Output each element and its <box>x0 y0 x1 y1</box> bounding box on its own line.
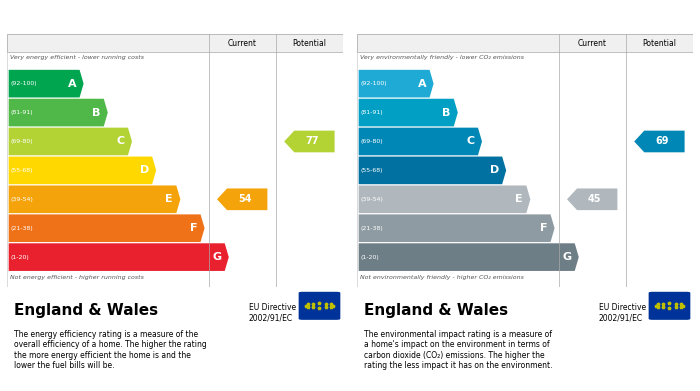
Polygon shape <box>8 243 229 271</box>
Text: (39-54): (39-54) <box>10 197 33 202</box>
Polygon shape <box>634 131 685 152</box>
Text: (69-80): (69-80) <box>360 139 383 144</box>
Polygon shape <box>358 156 506 184</box>
Polygon shape <box>8 70 83 97</box>
Text: A: A <box>68 79 76 89</box>
Text: Energy Efficiency Rating: Energy Efficiency Rating <box>14 14 197 28</box>
Polygon shape <box>358 127 482 155</box>
Text: 69: 69 <box>655 136 668 147</box>
FancyBboxPatch shape <box>300 292 339 319</box>
Text: F: F <box>540 223 547 233</box>
Text: The energy efficiency rating is a measure of the
overall efficiency of a home. T: The energy efficiency rating is a measur… <box>14 330 206 370</box>
Text: (21-38): (21-38) <box>360 226 383 231</box>
Text: C: C <box>466 136 475 147</box>
Text: (1-20): (1-20) <box>360 255 379 260</box>
Polygon shape <box>358 243 579 271</box>
Text: Very energy efficient - lower running costs: Very energy efficient - lower running co… <box>10 55 144 60</box>
Text: E: E <box>165 194 173 204</box>
Text: D: D <box>489 165 499 176</box>
Polygon shape <box>217 188 267 210</box>
Text: (55-68): (55-68) <box>360 168 383 173</box>
Text: (55-68): (55-68) <box>10 168 33 173</box>
Polygon shape <box>8 214 204 242</box>
Text: (81-91): (81-91) <box>360 110 383 115</box>
Text: Very environmentally friendly - lower CO₂ emissions: Very environmentally friendly - lower CO… <box>360 55 524 60</box>
Text: (69-80): (69-80) <box>10 139 33 144</box>
Polygon shape <box>358 70 433 97</box>
Text: G: G <box>212 252 221 262</box>
Text: F: F <box>190 223 197 233</box>
FancyBboxPatch shape <box>357 34 693 52</box>
Text: (92-100): (92-100) <box>10 81 37 86</box>
Text: Environmental Impact (CO₂) Rating: Environmental Impact (CO₂) Rating <box>364 14 626 28</box>
Polygon shape <box>358 185 531 213</box>
FancyBboxPatch shape <box>650 292 690 319</box>
Polygon shape <box>8 156 156 184</box>
Text: England & Wales: England & Wales <box>14 303 158 318</box>
Polygon shape <box>567 188 617 210</box>
Polygon shape <box>8 127 132 155</box>
Text: G: G <box>562 252 571 262</box>
Text: Not environmentally friendly - higher CO₂ emissions: Not environmentally friendly - higher CO… <box>360 275 524 280</box>
Text: EU Directive
2002/91/EC: EU Directive 2002/91/EC <box>599 303 646 323</box>
Text: (1-20): (1-20) <box>10 255 29 260</box>
Text: (92-100): (92-100) <box>360 81 387 86</box>
Text: Potential: Potential <box>293 39 326 48</box>
Text: (21-38): (21-38) <box>10 226 33 231</box>
Text: England & Wales: England & Wales <box>364 303 508 318</box>
Text: 54: 54 <box>238 194 251 204</box>
Text: B: B <box>92 108 100 118</box>
Polygon shape <box>8 99 108 126</box>
Polygon shape <box>284 131 335 152</box>
Text: A: A <box>418 79 426 89</box>
Text: Current: Current <box>228 39 257 48</box>
Text: D: D <box>139 165 149 176</box>
Text: E: E <box>515 194 523 204</box>
Polygon shape <box>358 99 458 126</box>
FancyBboxPatch shape <box>7 34 343 52</box>
Text: B: B <box>442 108 450 118</box>
Text: The environmental impact rating is a measure of
a home's impact on the environme: The environmental impact rating is a mea… <box>364 330 552 370</box>
Text: Not energy efficient - higher running costs: Not energy efficient - higher running co… <box>10 275 144 280</box>
Text: 45: 45 <box>588 194 601 204</box>
Text: (39-54): (39-54) <box>360 197 383 202</box>
Text: Potential: Potential <box>643 39 676 48</box>
Text: (81-91): (81-91) <box>10 110 33 115</box>
Polygon shape <box>358 214 554 242</box>
Text: C: C <box>116 136 125 147</box>
Text: EU Directive
2002/91/EC: EU Directive 2002/91/EC <box>249 303 296 323</box>
Text: Current: Current <box>578 39 607 48</box>
Polygon shape <box>8 185 181 213</box>
Text: 77: 77 <box>305 136 318 147</box>
